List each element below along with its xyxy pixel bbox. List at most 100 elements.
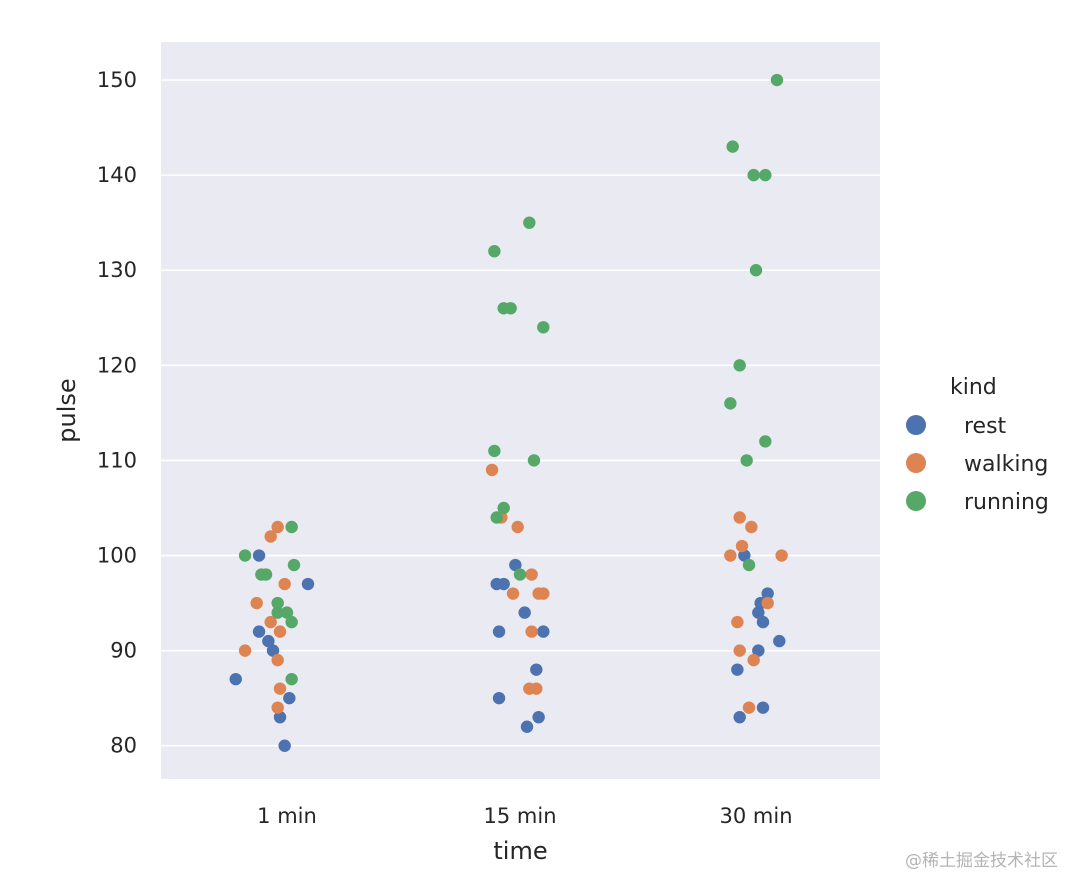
data-point-rest bbox=[252, 625, 266, 638]
data-point-running bbox=[497, 501, 510, 515]
data-point-walking bbox=[506, 587, 520, 600]
data-point-rest bbox=[756, 701, 770, 714]
data-point-rest bbox=[761, 587, 774, 600]
data-point-running bbox=[537, 321, 550, 334]
x-tick-label: 15 min bbox=[484, 804, 557, 828]
data-point-running bbox=[280, 606, 294, 619]
data-point-walking bbox=[511, 520, 524, 534]
data-point-walking bbox=[238, 644, 252, 657]
data-point-rest bbox=[731, 663, 744, 676]
data-points bbox=[229, 73, 788, 752]
data-point-walking bbox=[264, 530, 277, 543]
data-point-walking bbox=[525, 625, 538, 638]
data-point-walking bbox=[271, 520, 284, 534]
data-point-running bbox=[287, 558, 301, 572]
data-point-running bbox=[726, 140, 739, 153]
x-axis-label: time bbox=[493, 837, 547, 865]
data-point-walking bbox=[742, 701, 756, 714]
data-point-running bbox=[527, 454, 541, 467]
data-point-running bbox=[238, 549, 252, 562]
data-point-running bbox=[742, 558, 756, 572]
legend-title: kind bbox=[950, 375, 997, 400]
data-point-walking bbox=[525, 568, 538, 581]
data-point-walking bbox=[271, 653, 284, 667]
x-tick-label: 1 min bbox=[257, 804, 317, 828]
y-tick-label: 140 bbox=[97, 163, 137, 187]
watermark: @稀土掘金技术社区 bbox=[905, 851, 1058, 871]
data-point-rest bbox=[283, 691, 296, 705]
data-point-walking bbox=[775, 549, 788, 562]
data-point-rest bbox=[229, 672, 242, 686]
y-tick-labels: 80 90 100 110 120 130 140 150 bbox=[97, 68, 137, 758]
data-point-walking bbox=[250, 596, 263, 610]
data-point-running bbox=[759, 435, 772, 448]
data-point-walking bbox=[745, 520, 758, 534]
y-tick-label: 120 bbox=[97, 353, 137, 377]
data-point-rest bbox=[738, 549, 751, 562]
data-point-rest bbox=[520, 720, 534, 733]
data-point-rest bbox=[492, 691, 506, 705]
data-point-walking bbox=[264, 615, 277, 629]
data-point-walking bbox=[271, 701, 284, 714]
data-point-walking bbox=[733, 644, 746, 657]
data-point-running bbox=[504, 302, 517, 315]
data-point-walking bbox=[731, 615, 744, 629]
data-point-rest bbox=[262, 634, 275, 648]
data-point-running bbox=[747, 168, 760, 182]
data-point-walking bbox=[273, 682, 287, 695]
plot-area bbox=[161, 42, 880, 779]
y-tick-label: 110 bbox=[97, 448, 137, 472]
data-point-rest bbox=[492, 625, 506, 638]
data-point-running bbox=[271, 596, 284, 610]
data-point-rest bbox=[756, 615, 770, 629]
x-tick-labels: 1 min 15 min 30 min bbox=[257, 804, 792, 828]
data-point-rest bbox=[497, 577, 510, 591]
data-point-rest bbox=[273, 710, 287, 724]
data-point-rest bbox=[252, 549, 266, 562]
data-point-running bbox=[733, 359, 746, 372]
data-point-walking bbox=[537, 587, 550, 600]
data-point-walking bbox=[733, 511, 746, 524]
data-point-running bbox=[490, 511, 503, 524]
data-point-walking bbox=[530, 682, 543, 695]
data-point-rest bbox=[752, 644, 765, 657]
data-point-walking bbox=[485, 463, 499, 477]
data-point-running bbox=[749, 264, 763, 277]
y-axis-label: pulse bbox=[53, 378, 81, 442]
data-point-rest bbox=[518, 606, 531, 619]
data-point-running bbox=[759, 168, 772, 182]
gridlines bbox=[161, 79, 880, 747]
data-point-running bbox=[285, 672, 298, 686]
y-tick-label: 90 bbox=[110, 639, 137, 663]
data-point-running bbox=[285, 615, 298, 629]
y-tick-label: 150 bbox=[97, 68, 137, 92]
data-point-walking bbox=[724, 549, 737, 562]
legend-marker-walking bbox=[906, 453, 926, 473]
legend-marker-running bbox=[906, 491, 926, 511]
data-point-walking bbox=[761, 596, 774, 610]
data-point-rest bbox=[752, 606, 765, 619]
data-point-rest bbox=[301, 577, 315, 591]
data-point-rest bbox=[773, 634, 786, 648]
data-point-running bbox=[488, 444, 501, 458]
data-point-running bbox=[271, 606, 284, 619]
data-point-rest bbox=[537, 625, 550, 638]
x-tick-label: 30 min bbox=[720, 804, 793, 828]
data-point-walking bbox=[278, 577, 291, 591]
data-point-walking bbox=[735, 539, 749, 553]
y-tick-label: 80 bbox=[110, 734, 137, 758]
y-tick-label: 100 bbox=[97, 544, 137, 568]
data-point-rest bbox=[733, 710, 746, 724]
data-point-rest bbox=[509, 558, 522, 572]
data-point-rest bbox=[278, 739, 291, 752]
data-point-running bbox=[259, 568, 273, 581]
data-point-running bbox=[488, 245, 501, 258]
data-point-running bbox=[285, 520, 298, 534]
data-point-running bbox=[513, 568, 527, 581]
data-point-walking bbox=[747, 653, 760, 667]
legend-label-rest: rest bbox=[964, 414, 1007, 439]
legend-marker-rest bbox=[906, 415, 926, 435]
data-point-running bbox=[724, 397, 737, 410]
y-tick-label: 130 bbox=[97, 258, 137, 282]
